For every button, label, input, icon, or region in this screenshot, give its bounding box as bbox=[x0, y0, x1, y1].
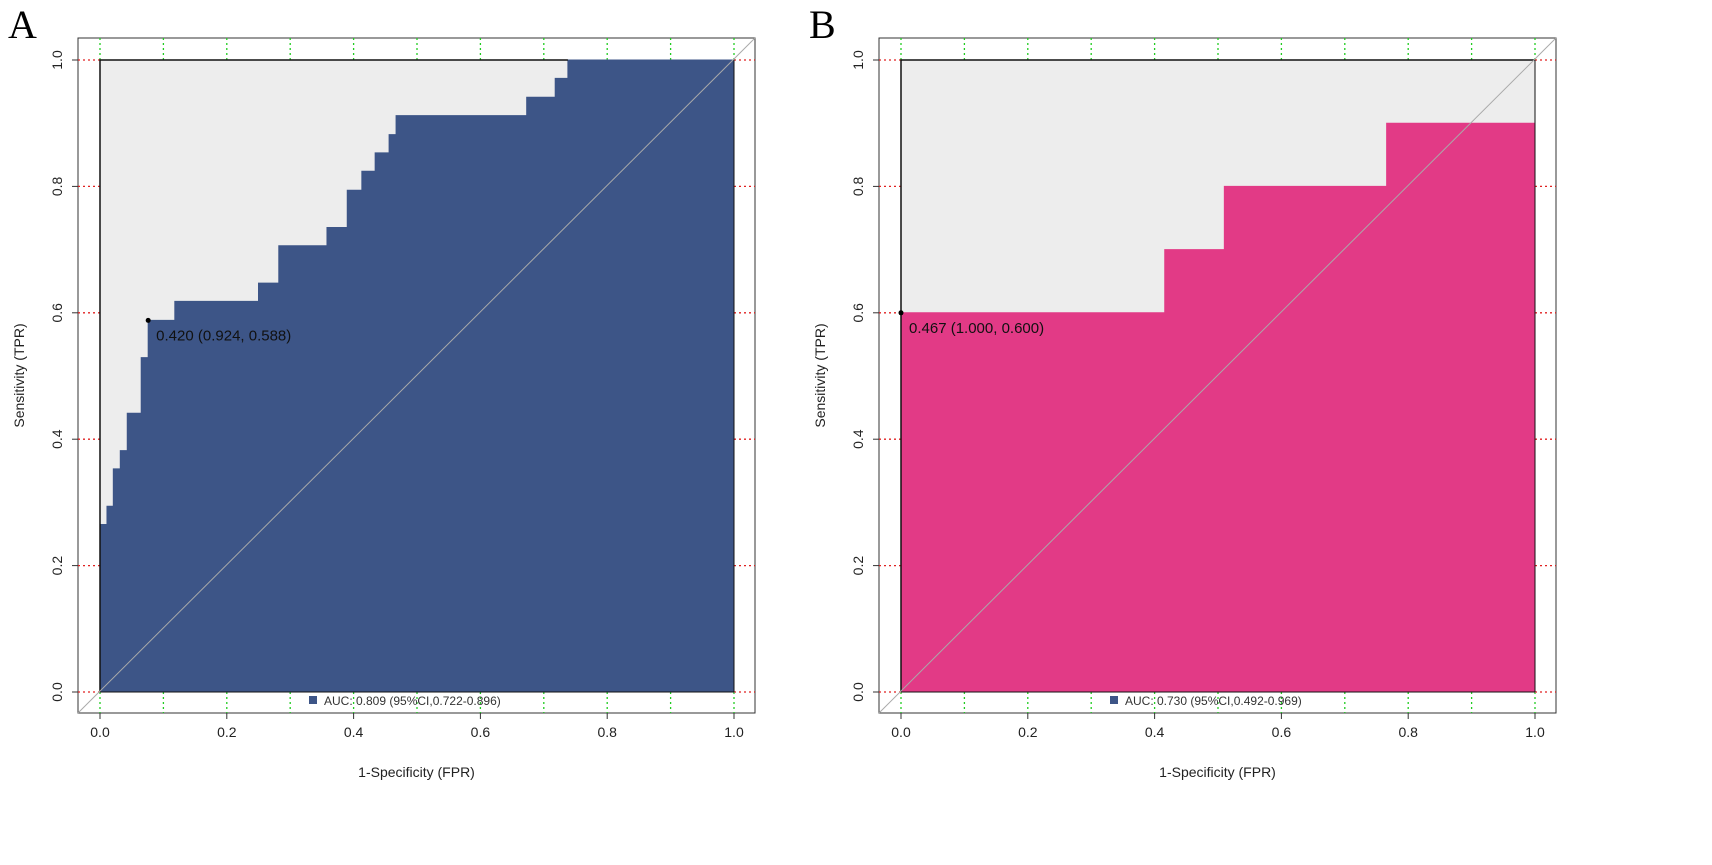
x-tick-label: 0.4 bbox=[1145, 724, 1165, 740]
y-tick-label: 0.8 bbox=[49, 176, 65, 196]
legend-swatch bbox=[1110, 696, 1118, 704]
x-tick-label: 0.2 bbox=[1018, 724, 1038, 740]
roc-panel-a: A 0.420 (0.924, 0.588) 0.0 0.2 0.4 0.6 0.8 1.0 0… bbox=[8, 2, 756, 780]
best-threshold-label: 0.467 (1.000, 0.600) bbox=[909, 320, 1044, 337]
x-tick-label: 1.0 bbox=[724, 724, 744, 740]
x-tick-label: 0.4 bbox=[344, 724, 364, 740]
y-tick-label: 1.0 bbox=[49, 50, 65, 70]
y-tick-label: 0.2 bbox=[49, 556, 65, 576]
roc-panel-b: B 0.467 (1.000, 0.600) 0.0 0.2 0.4 0.6 0.8 1.0 0… bbox=[809, 2, 1557, 780]
y-tick-label: 0.6 bbox=[49, 303, 65, 323]
y-axis-label: Sensitivity (TPR) bbox=[812, 323, 828, 427]
best-threshold-label: 0.420 (0.924, 0.588) bbox=[156, 327, 291, 344]
x-axis-label: 1-Specificity (FPR) bbox=[1159, 764, 1276, 780]
legend-label: AUC: 0.809 (95%CI,0.722-0.896) bbox=[324, 694, 501, 708]
y-axis-label: Sensitivity (TPR) bbox=[11, 323, 27, 427]
roc-curve-area bbox=[99, 59, 735, 693]
best-threshold-point bbox=[145, 317, 151, 323]
plot-frame bbox=[99, 59, 568, 692]
x-tick-label: 0.6 bbox=[1272, 724, 1292, 740]
panel-label: B bbox=[809, 2, 836, 47]
y-tick-label: 1.0 bbox=[850, 50, 866, 70]
y-tick-label: 0.8 bbox=[850, 176, 866, 196]
x-tick-label: 0.0 bbox=[90, 724, 110, 740]
panel-label: A bbox=[8, 2, 37, 47]
x-tick-label: 0.8 bbox=[1398, 724, 1418, 740]
x-tick-label: 0.2 bbox=[217, 724, 237, 740]
y-tick-label: 0.4 bbox=[49, 429, 65, 449]
legend-swatch bbox=[309, 696, 317, 704]
best-threshold-point bbox=[898, 310, 904, 316]
x-tick-label: 0.6 bbox=[471, 724, 491, 740]
x-tick-label: 0.0 bbox=[891, 724, 911, 740]
y-tick-label: 0.4 bbox=[850, 429, 866, 449]
reference-diagonal bbox=[878, 37, 1557, 714]
x-tick-label: 0.8 bbox=[597, 724, 617, 740]
x-axis-label: 1-Specificity (FPR) bbox=[358, 764, 475, 780]
y-tick-label: 0.0 bbox=[850, 682, 866, 702]
y-tick-label: 0.2 bbox=[850, 556, 866, 576]
reference-diagonal bbox=[77, 37, 756, 714]
y-tick-label: 0.6 bbox=[850, 303, 866, 323]
plot-frame bbox=[900, 59, 1535, 692]
x-tick-label: 1.0 bbox=[1525, 724, 1545, 740]
legend-label: AUC: 0.730 (95%CI,0.492-0.969) bbox=[1125, 694, 1302, 708]
y-tick-label: 0.0 bbox=[49, 682, 65, 702]
